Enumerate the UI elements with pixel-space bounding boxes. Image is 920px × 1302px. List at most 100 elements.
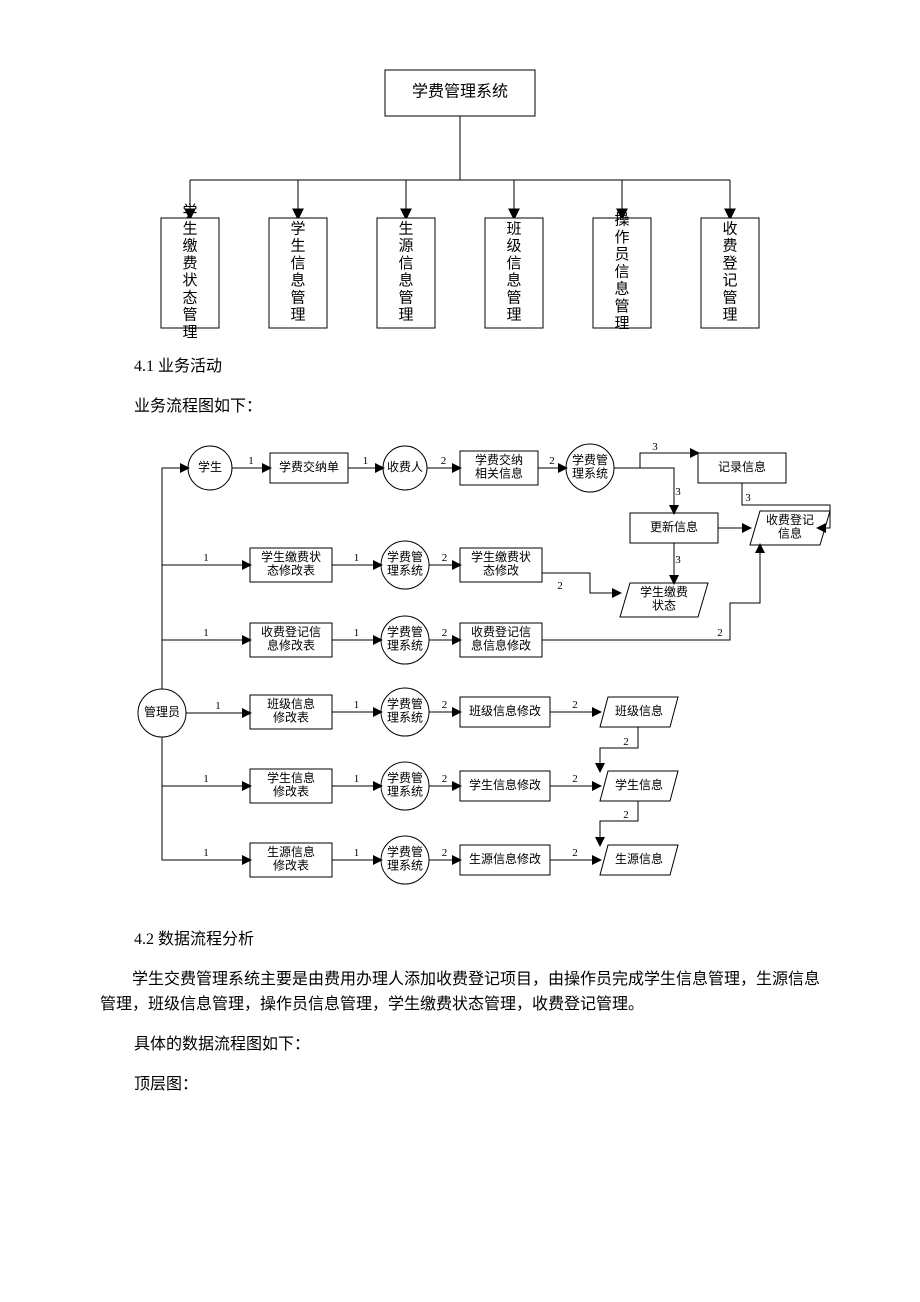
- svg-text:学生信息: 学生信息: [615, 777, 663, 792]
- svg-text:1: 1: [354, 847, 360, 859]
- svg-text:学费管: 学费管: [387, 549, 423, 564]
- svg-text:管: 管: [722, 289, 737, 306]
- svg-text:学费管: 学费管: [387, 770, 423, 785]
- svg-text:管: 管: [182, 307, 197, 324]
- svg-text:理: 理: [614, 316, 629, 332]
- svg-text:学生信息: 学生信息: [267, 770, 315, 785]
- svg-text:3: 3: [652, 441, 658, 453]
- heading-4-1: 4.1 业务活动: [134, 354, 830, 380]
- svg-text:状态: 状态: [652, 599, 676, 613]
- svg-text:学生信息修改: 学生信息修改: [469, 777, 541, 792]
- svg-text:态修改: 态修改: [483, 563, 519, 578]
- svg-text:信息: 信息: [778, 526, 802, 541]
- svg-text:学费交纳: 学费交纳: [475, 452, 523, 467]
- svg-text:修改表: 修改表: [273, 784, 309, 799]
- svg-text:1: 1: [354, 699, 360, 711]
- svg-text:学费管理系统: 学费管理系统: [412, 83, 508, 101]
- svg-text:学生缴费状: 学生缴费状: [261, 549, 321, 564]
- svg-text:息: 息: [398, 272, 413, 289]
- svg-text:记录信息: 记录信息: [718, 459, 766, 474]
- svg-text:学: 学: [290, 220, 305, 237]
- svg-text:态: 态: [182, 289, 197, 306]
- svg-text:2: 2: [442, 552, 448, 564]
- svg-text:信: 信: [398, 255, 413, 272]
- svg-text:学: 学: [182, 203, 197, 220]
- svg-text:员: 员: [614, 247, 629, 263]
- svg-text:理系统: 理系统: [387, 785, 423, 799]
- svg-text:理系统: 理系统: [387, 859, 423, 873]
- svg-text:3: 3: [675, 486, 681, 498]
- svg-text:相关信息: 相关信息: [475, 466, 523, 481]
- business-flowchart: 学生学费交纳单收费人学费交纳相关信息学费管理系统记录信息更新信息收费登记信息管理…: [130, 433, 830, 913]
- svg-text:管: 管: [290, 289, 305, 306]
- svg-text:级: 级: [506, 238, 521, 255]
- svg-text:信: 信: [290, 255, 305, 272]
- svg-text:费: 费: [182, 255, 197, 272]
- svg-text:费: 费: [722, 238, 737, 255]
- svg-text:1: 1: [215, 700, 221, 712]
- svg-text:2: 2: [623, 809, 629, 821]
- svg-text:修改表: 修改表: [273, 858, 309, 873]
- svg-text:源: 源: [398, 238, 413, 255]
- heading-4-2-sub2: 顶层图：: [134, 1072, 830, 1098]
- svg-text:1: 1: [203, 773, 209, 785]
- svg-text:操: 操: [614, 212, 629, 229]
- svg-text:理系统: 理系统: [387, 711, 423, 725]
- svg-text:息: 息: [290, 272, 305, 289]
- svg-text:学费管: 学费管: [572, 452, 608, 467]
- heading-4-1-sub: 业务流程图如下：: [134, 394, 830, 420]
- svg-text:缴: 缴: [182, 238, 197, 255]
- svg-text:1: 1: [354, 552, 360, 564]
- svg-text:理: 理: [506, 308, 521, 324]
- svg-text:2: 2: [572, 847, 578, 859]
- svg-text:理: 理: [722, 308, 737, 324]
- svg-text:息: 息: [614, 281, 629, 298]
- svg-text:2: 2: [623, 736, 629, 748]
- svg-text:1: 1: [363, 455, 369, 467]
- svg-text:学生缴费: 学生缴费: [640, 584, 688, 599]
- svg-text:理系统: 理系统: [387, 564, 423, 578]
- svg-text:2: 2: [572, 773, 578, 785]
- svg-text:生: 生: [290, 238, 305, 255]
- svg-text:作: 作: [614, 229, 629, 246]
- svg-text:2: 2: [557, 580, 563, 592]
- svg-text:生: 生: [398, 220, 413, 237]
- heading-4-2: 4.2 数据流程分析: [134, 927, 830, 953]
- svg-text:2: 2: [572, 699, 578, 711]
- svg-text:信: 信: [506, 255, 521, 272]
- svg-text:3: 3: [745, 492, 751, 504]
- svg-text:学生缴费状: 学生缴费状: [471, 549, 531, 564]
- svg-text:登: 登: [722, 255, 737, 272]
- svg-text:理: 理: [290, 308, 305, 324]
- svg-text:2: 2: [442, 627, 448, 639]
- svg-text:1: 1: [203, 847, 209, 859]
- svg-text:2: 2: [441, 455, 447, 467]
- svg-text:1: 1: [203, 627, 209, 639]
- svg-text:2: 2: [717, 627, 723, 639]
- svg-text:息信息修改: 息信息修改: [471, 638, 531, 653]
- svg-text:1: 1: [248, 455, 254, 467]
- svg-text:收费登记: 收费登记: [766, 512, 814, 527]
- svg-text:2: 2: [442, 847, 448, 859]
- svg-text:管: 管: [506, 289, 521, 306]
- svg-text:生: 生: [182, 220, 197, 237]
- svg-text:管理员: 管理员: [144, 704, 180, 719]
- svg-text:理: 理: [398, 308, 413, 324]
- svg-text:生源信息: 生源信息: [267, 844, 315, 859]
- svg-text:收费人: 收费人: [387, 460, 423, 474]
- svg-text:学生: 学生: [198, 459, 222, 474]
- hierarchy-diagram: 学费管理系统学生缴费状态管理学生信息管理生源信息管理班级信息管理操作员信息管理收…: [100, 60, 830, 340]
- svg-text:收费登记信: 收费登记信: [261, 624, 321, 639]
- svg-text:状: 状: [182, 272, 197, 289]
- svg-text:生源信息修改: 生源信息修改: [469, 851, 541, 866]
- svg-text:学费管: 学费管: [387, 844, 423, 859]
- svg-text:记: 记: [722, 272, 737, 289]
- svg-text:2: 2: [549, 455, 555, 467]
- svg-text:1: 1: [354, 627, 360, 639]
- svg-text:态修改表: 态修改表: [267, 563, 315, 578]
- svg-text:班: 班: [506, 220, 521, 237]
- svg-text:1: 1: [203, 552, 209, 564]
- svg-text:班级信息修改: 班级信息修改: [469, 703, 541, 718]
- svg-text:收: 收: [722, 220, 737, 237]
- svg-text:1: 1: [354, 773, 360, 785]
